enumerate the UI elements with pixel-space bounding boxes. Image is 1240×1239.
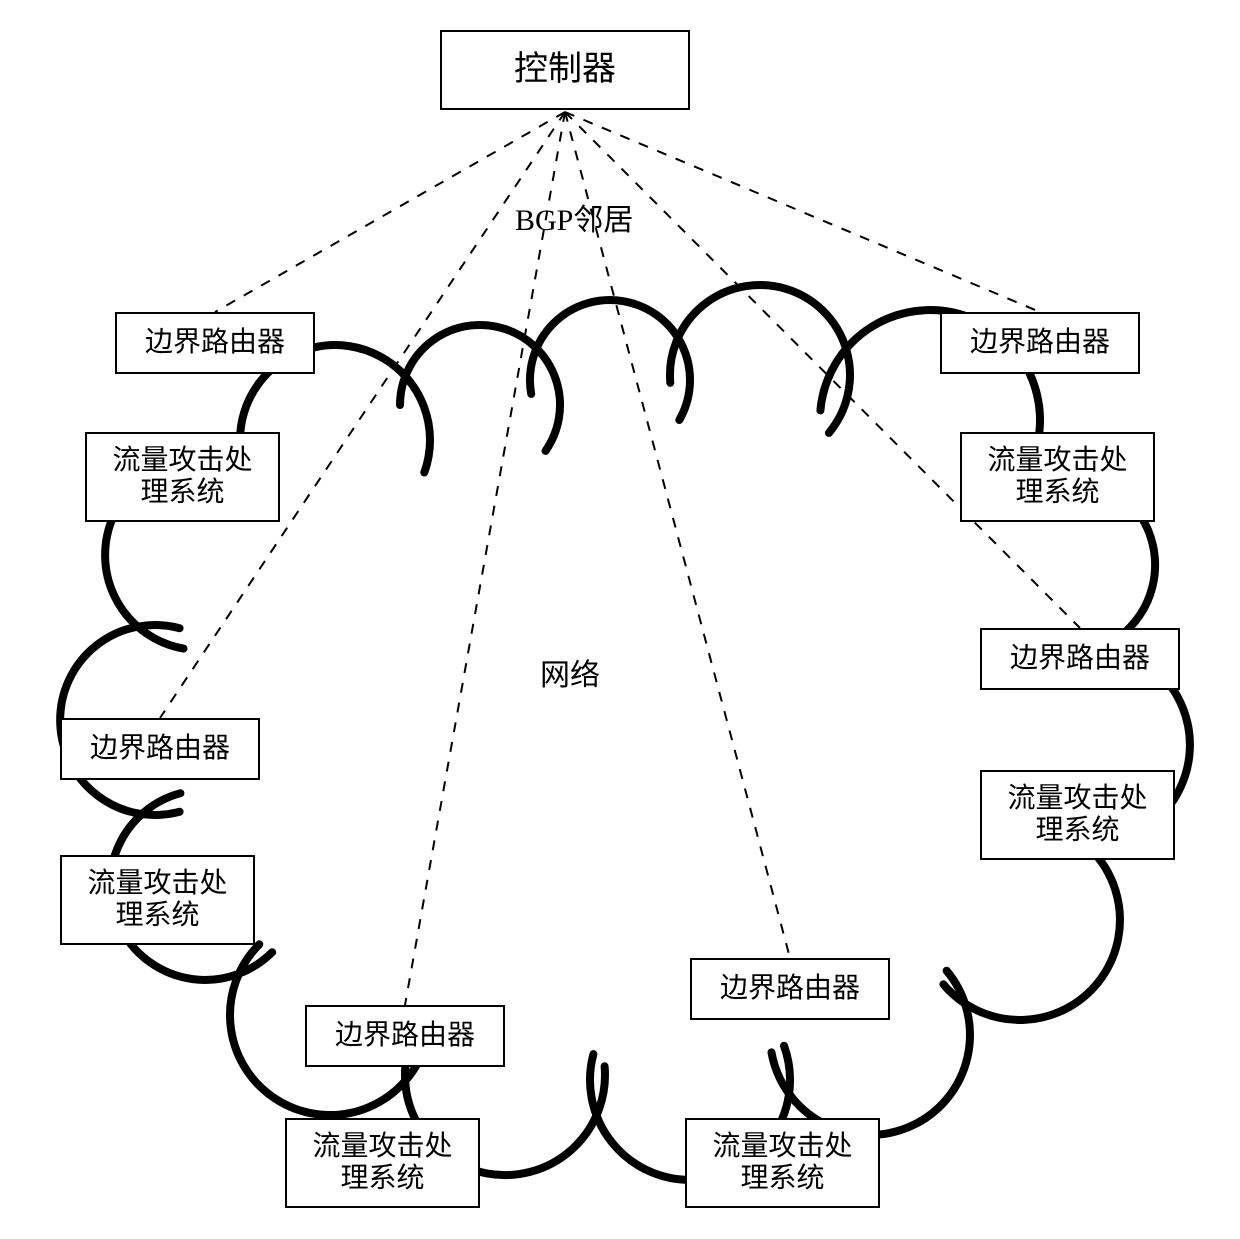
cloud-shape <box>0 0 1240 1239</box>
border-router-label: 边界路由器 <box>1010 643 1150 675</box>
traffic-system-box: 流量攻击处理系统 <box>960 432 1155 522</box>
traffic-system-label: 流量攻击处理系统 <box>1007 783 1147 847</box>
traffic-system-label: 流量攻击处理系统 <box>87 868 227 932</box>
traffic-system-label: 流量攻击处理系统 <box>712 1131 852 1195</box>
border-router-label: 边界路由器 <box>335 1020 475 1052</box>
traffic-system-box: 流量攻击处理系统 <box>980 770 1175 860</box>
border-router-box: 边界路由器 <box>115 312 315 374</box>
traffic-system-box: 流量攻击处理系统 <box>285 1118 480 1208</box>
border-router-box: 边界路由器 <box>305 1005 505 1067</box>
network-label: 网络 <box>540 650 600 694</box>
traffic-system-box: 流量攻击处理系统 <box>85 432 280 522</box>
border-router-label: 边界路由器 <box>720 973 860 1005</box>
traffic-system-label: 流量攻击处理系统 <box>987 445 1127 509</box>
traffic-system-box: 流量攻击处理系统 <box>60 855 255 945</box>
diagram-stage: 控制器 边界路由器 边界路由器 边界路由器 边界路由器 边界路由器 边界路由器 … <box>0 0 1240 1239</box>
border-router-label: 边界路由器 <box>90 733 230 765</box>
border-router-box: 边界路由器 <box>940 312 1140 374</box>
border-router-label: 边界路由器 <box>970 327 1110 359</box>
connector-lines <box>0 0 1240 1239</box>
controller-box: 控制器 <box>440 30 690 110</box>
bgp-neighbor-text: BGP邻居 <box>515 204 633 237</box>
traffic-system-label: 流量攻击处理系统 <box>112 445 252 509</box>
border-router-box: 边界路由器 <box>980 628 1180 690</box>
controller-label: 控制器 <box>514 50 616 89</box>
bgp-neighbor-label: BGP邻居 <box>515 195 633 239</box>
traffic-system-label: 流量攻击处理系统 <box>312 1131 452 1195</box>
border-router-box: 边界路由器 <box>60 718 260 780</box>
border-router-box: 边界路由器 <box>690 958 890 1020</box>
border-router-label: 边界路由器 <box>145 327 285 359</box>
traffic-system-box: 流量攻击处理系统 <box>685 1118 880 1208</box>
network-text: 网络 <box>540 659 600 692</box>
